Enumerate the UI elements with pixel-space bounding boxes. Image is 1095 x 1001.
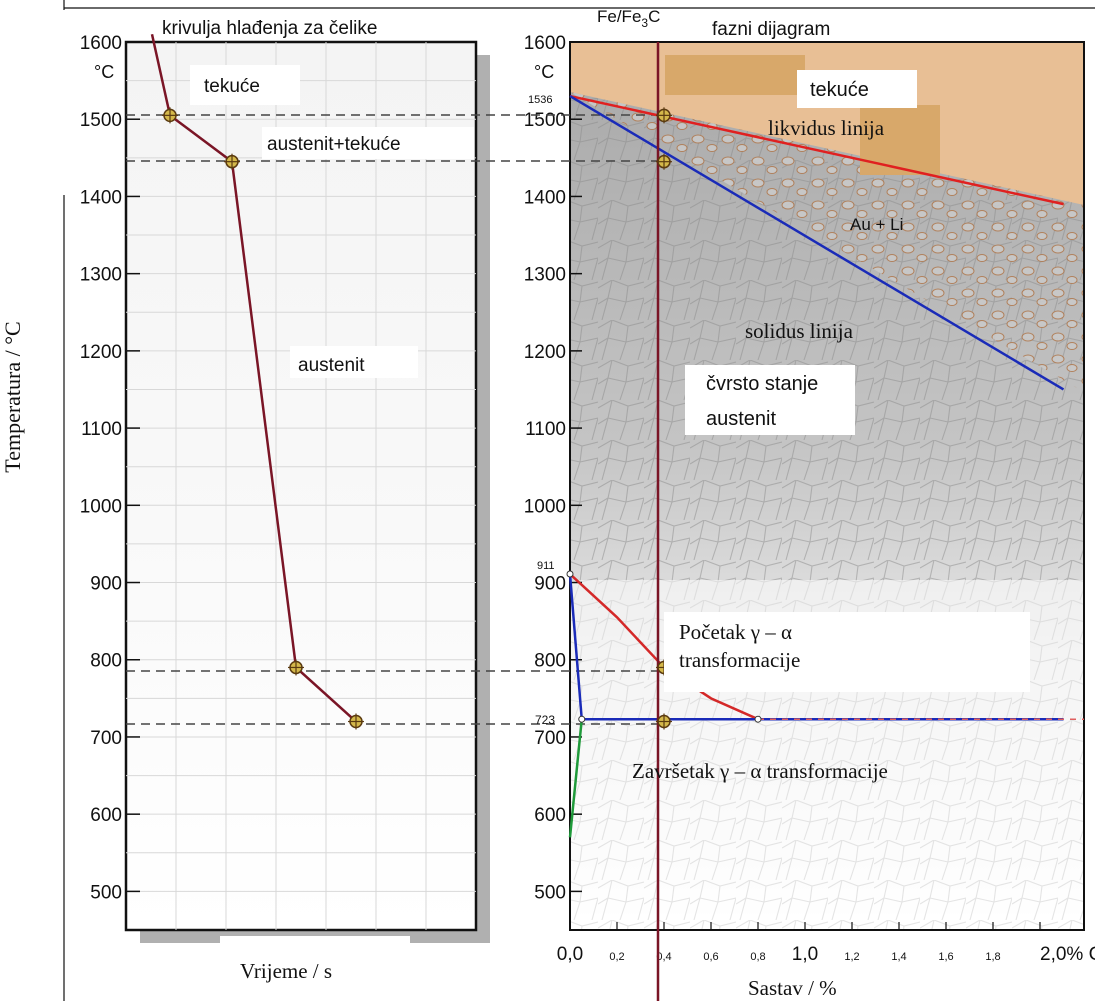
cooling-y-tick-label: 1600	[80, 33, 122, 54]
label-box	[190, 65, 300, 105]
phase-x-tick-label: 1,6	[938, 951, 953, 963]
label-tekuce-right: tekuće	[810, 79, 869, 101]
mushy-region	[570, 92, 1084, 392]
cooling-y-tick-label: 700	[90, 728, 122, 749]
cooling-x-label: Vrijeme / s	[240, 959, 332, 983]
label-au-li: Au + Li	[850, 215, 903, 234]
phase-y-ticks: 1600 1500 1400 1300 1200 1100 1000 900 800 700 600…	[524, 33, 582, 903]
label-box	[797, 70, 917, 108]
cooling-y-tick-label: 1300	[80, 265, 122, 286]
label-pocetak-1: Početak γ – α	[679, 620, 792, 644]
label-box	[664, 612, 1030, 692]
phase-y-tick-label: 600	[534, 805, 566, 826]
phase-line	[569, 94, 1065, 391]
label-zavrsetak: Završetak γ – α transformacije	[632, 759, 888, 783]
label-cvrsto: čvrsto stanje	[706, 373, 818, 395]
phase-title: fazni dijagram	[712, 19, 830, 40]
phase-y-tick-label: 1100	[525, 419, 566, 440]
phase-y-tick-label: 1300	[524, 265, 566, 286]
phase-y-tick-label: 800	[534, 651, 566, 672]
label-austenit-tekuce: austenit+tekuće	[267, 134, 401, 155]
label-austenit-right: austenit	[706, 408, 776, 430]
xlabel-mask	[220, 936, 410, 958]
phase-x-tick-label: 1,0	[792, 944, 818, 965]
phase-diagram-panel: 1600 1500 1400 1300 1200 1100 1000 900 800 700 600…	[524, 33, 1095, 965]
mark-723: 723	[535, 713, 555, 727]
phase-x-tick-label: 1,2	[844, 951, 859, 963]
phase-y-tick-label: 1200	[524, 342, 566, 363]
mark-1536: 1536	[528, 94, 552, 106]
phase-x-tick-label: 0,0	[557, 944, 583, 965]
label-tekuce: tekuće	[204, 76, 260, 97]
cooling-y-tick-label: 500	[90, 882, 122, 903]
cooling-curve-panel: 1600 1500 1400 1300 1200 1100 1000 900 800 700 600…	[80, 33, 490, 958]
cooling-y-tick-label: 1000	[80, 496, 122, 517]
phase-y-tick-label: 1000	[524, 496, 566, 517]
cooling-grid	[126, 42, 476, 930]
cooling-y-tick-label: 1100	[81, 419, 122, 440]
label-box	[685, 365, 855, 435]
label-likvidus: likvidus linija	[768, 116, 885, 140]
phase-x-tick-label: 2,0% C	[1040, 944, 1095, 965]
cooling-y-tick-label: 800	[90, 651, 122, 672]
label-box	[290, 346, 418, 378]
phase-point	[578, 715, 586, 723]
cooling-plot-frame	[124, 40, 478, 932]
phase-plot-frame	[569, 41, 1085, 931]
cooling-y-ticks: 1600 1500 1400 1300 1200 1100 1000 900 800 700 600…	[80, 33, 140, 903]
liquid-blob	[665, 55, 805, 95]
phase-line	[568, 573, 583, 720]
label-solidus: solidus linija	[745, 319, 854, 343]
phase-y-tick-label: 900	[534, 574, 566, 595]
cooling-y-tick-label: 600	[90, 805, 122, 826]
cooling-unit: °C	[94, 62, 114, 82]
cooling-y-tick-label: 1500	[80, 110, 122, 131]
phase-line	[568, 719, 583, 838]
y-axis-label: Temperatura / °C	[0, 321, 25, 472]
phase-y-tick-label: 1600	[524, 33, 566, 54]
phase-x-tick-label: 0,4	[656, 951, 671, 963]
phase-point	[754, 715, 762, 723]
label-austenit-left: austenit	[298, 355, 365, 376]
phase-title-fe: Fe/Fe3C	[597, 7, 660, 30]
phase-x-tick-label: 0,6	[703, 951, 718, 963]
phase-x-tick-label: 1,8	[985, 951, 1000, 963]
cooling-y-tick-label: 1400	[80, 187, 122, 208]
cooling-y-tick-label: 900	[90, 574, 122, 595]
mark-911: 911	[537, 560, 555, 572]
label-box	[262, 127, 474, 159]
phase-y-tick-label: 1500	[524, 110, 566, 131]
phase-point	[566, 570, 574, 578]
phase-x-tick-label: 1,4	[891, 951, 906, 963]
phase-x-label: Sastav / %	[748, 976, 837, 1000]
phase-y-tick-label: 500	[534, 882, 566, 903]
phase-x-tick-label: 0,8	[750, 951, 765, 963]
phase-line	[569, 94, 1064, 206]
label-pocetak-2: transformacije	[679, 648, 800, 672]
phase-x-tick-label: 0,2	[609, 951, 624, 963]
phase-unit: °C	[534, 62, 554, 82]
phase-y-tick-label: 1400	[524, 187, 566, 208]
phase-x-ticks: 0,0 0,2 0,4 0,6 0,8 1,2 1,4 1,6 1,8 1,0 2,0% C	[557, 922, 1095, 965]
cooling-y-tick-label: 1200	[80, 342, 122, 363]
phase-y-tick-label: 700	[534, 728, 566, 749]
cooling-title: krivulja hlađenja za čelike	[162, 18, 377, 39]
